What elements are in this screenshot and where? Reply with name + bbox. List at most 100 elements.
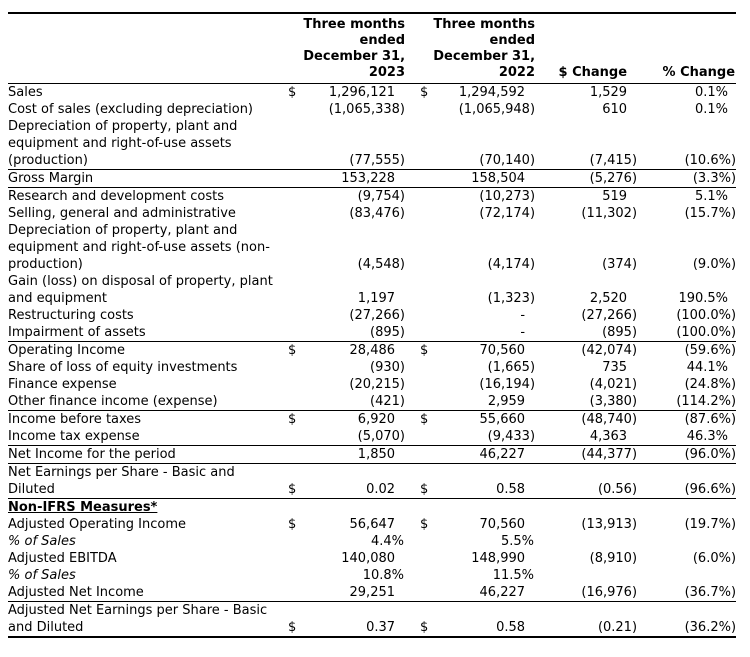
value-2023: (5,070) (305, 428, 406, 446)
value-2022: 0.58 (496, 620, 526, 635)
percent-change-value: 190.5% (678, 291, 729, 306)
row-label: Impairment of assets (8, 324, 283, 342)
currency-symbol-2023 (283, 118, 305, 170)
percent-change-value (637, 533, 736, 550)
table-row: Adjusted Operating Income $56,647 $70,560 (… (8, 516, 736, 533)
value-2022: (1,323) (487, 291, 536, 306)
percent-change-value: (36.7%) (637, 584, 737, 602)
percent-change-value: (36.2%) (684, 620, 737, 635)
percent-change-value: (3.3%) (637, 169, 737, 188)
row-label: Operating Income (8, 343, 125, 358)
currency-symbol-2022 (405, 533, 433, 550)
value-2023: 10.8% (362, 568, 405, 583)
value-2022: (1,065,948) (458, 102, 536, 117)
currency-symbol-2022 (405, 567, 433, 584)
row-label: % of Sales (8, 534, 76, 549)
currency-symbol-2023 (283, 205, 305, 222)
currency-symbol-2023 (283, 222, 305, 273)
dollar-change-value (535, 533, 637, 550)
value-2023: (895) (305, 324, 406, 342)
table-row: Impairment of assets (895) - (895) (100.0%) (8, 324, 737, 342)
currency-symbol-2023 (283, 550, 305, 567)
row-label: Adjusted Net Income (8, 584, 283, 602)
dollar-change-value: (895) (535, 324, 638, 342)
value-2022: 2,959 (433, 393, 536, 411)
currency-symbol-2022 (405, 499, 433, 517)
dollar-change-value: (7,415) (535, 118, 638, 170)
value-2022: 148,990 (471, 551, 526, 566)
value-2022: - (520, 308, 526, 323)
value-2022: 55,660 (479, 412, 526, 427)
value-2023: 1,296,121 (328, 85, 396, 100)
currency-symbol-2022 (405, 101, 433, 118)
currency-symbol-2023 (283, 188, 305, 206)
currency-symbol-2023: $ (288, 517, 297, 532)
currency-symbol-2022: $ (420, 412, 429, 427)
table-row: Research and development costs (9,754) (10… (8, 188, 736, 206)
percent-change-value: 0.1% (695, 102, 729, 117)
dollar-change-value: 2,520 (589, 291, 628, 306)
value-2023: (421) (305, 393, 406, 411)
value-2023: (1,065,338) (328, 102, 406, 117)
table-row: Adjusted Net Earnings per Share - Basic … (8, 602, 736, 638)
percent-change-value: (100.0%) (637, 324, 737, 342)
currency-symbol-2022 (405, 273, 433, 307)
currency-symbol-2023 (283, 307, 305, 324)
dollar-change-value: (42,074) (581, 343, 638, 358)
value-2022: (70,140) (433, 118, 536, 170)
currency-symbol-2022 (405, 393, 434, 411)
value-2023: (20,215) (349, 377, 406, 392)
value-2023: 4.4% (370, 534, 405, 549)
dollar-change-value: (44,377) (535, 445, 638, 464)
dollar-change-value: 1,529 (589, 85, 628, 100)
value-2023 (305, 499, 405, 517)
currency-symbol-2022: $ (420, 620, 429, 635)
currency-symbol-2022 (405, 188, 433, 206)
percent-change-value: (96.0%) (637, 445, 737, 464)
value-2022: (4,174) (487, 257, 536, 272)
table-row: Sales $1,296,121 $1,294,592 1,529 0.1% (8, 84, 736, 102)
value-2022: - (433, 324, 536, 342)
table-row: Share of loss of equity investments (930)… (8, 359, 736, 376)
table-row: Cost of sales (excluding depreciation) (1… (8, 101, 736, 118)
value-2023: (930) (370, 360, 406, 375)
dollar-change-value: 735 (602, 360, 628, 375)
currency-symbol-2023 (283, 273, 305, 307)
table-header-row: Three months ended December 31, 2023 Thr… (8, 13, 737, 84)
row-label: Cost of sales (excluding depreciation) (8, 102, 254, 117)
currency-symbol-2023 (283, 533, 305, 550)
col-header-period-2022: Three months ended December 31, 2022 (405, 13, 536, 84)
currency-symbol-2023: $ (288, 343, 297, 358)
percent-change-value: (87.6%) (684, 412, 737, 427)
percent-change-value: (19.7%) (684, 517, 737, 532)
currency-symbol-2023: $ (288, 412, 297, 427)
table-row: Restructuring costs (27,266) - (27,266) (100… (8, 307, 736, 324)
table-row: Income before taxes $6,920 $55,660 (48,740)… (8, 411, 736, 429)
percent-change-value: 44.1% (686, 360, 729, 375)
value-2023: 6,920 (357, 412, 396, 427)
dollar-change-value: (0.56) (535, 463, 638, 499)
dollar-change-value: (13,913) (581, 517, 638, 532)
percent-change-value: (59.6%) (684, 343, 737, 358)
percent-change-value: (9.0%) (692, 257, 737, 272)
dollar-change-value (535, 567, 637, 584)
value-2022: (16,194) (479, 377, 536, 392)
table-row: Other finance income (expense) (421) 2,959… (8, 393, 737, 411)
dollar-change-value: 519 (602, 189, 628, 204)
currency-symbol-2023 (283, 393, 305, 411)
percent-change-value (637, 499, 736, 517)
value-2023: 0.02 (305, 463, 406, 499)
value-2023: 29,251 (305, 584, 406, 602)
row-label: Share of loss of equity investments (8, 360, 238, 375)
percent-change-value (637, 567, 736, 584)
row-label: Depreciation of property, plant and equi… (8, 118, 283, 170)
row-label: Adjusted Operating Income (8, 517, 186, 532)
value-2022: (1,665) (487, 360, 536, 375)
currency-symbol-2022 (405, 359, 433, 376)
row-label: Adjusted Net Earnings per Share - Basic … (8, 603, 268, 635)
percent-change-value: (96.6%) (637, 463, 737, 499)
dollar-change-value: (48,740) (581, 412, 638, 427)
currency-symbol-2022 (405, 550, 433, 567)
row-label: Net Earnings per Share - Basic and Dilut… (8, 463, 283, 499)
table-row: Adjusted EBITDA 140,080 148,990 (8,910) (6.0… (8, 550, 736, 567)
